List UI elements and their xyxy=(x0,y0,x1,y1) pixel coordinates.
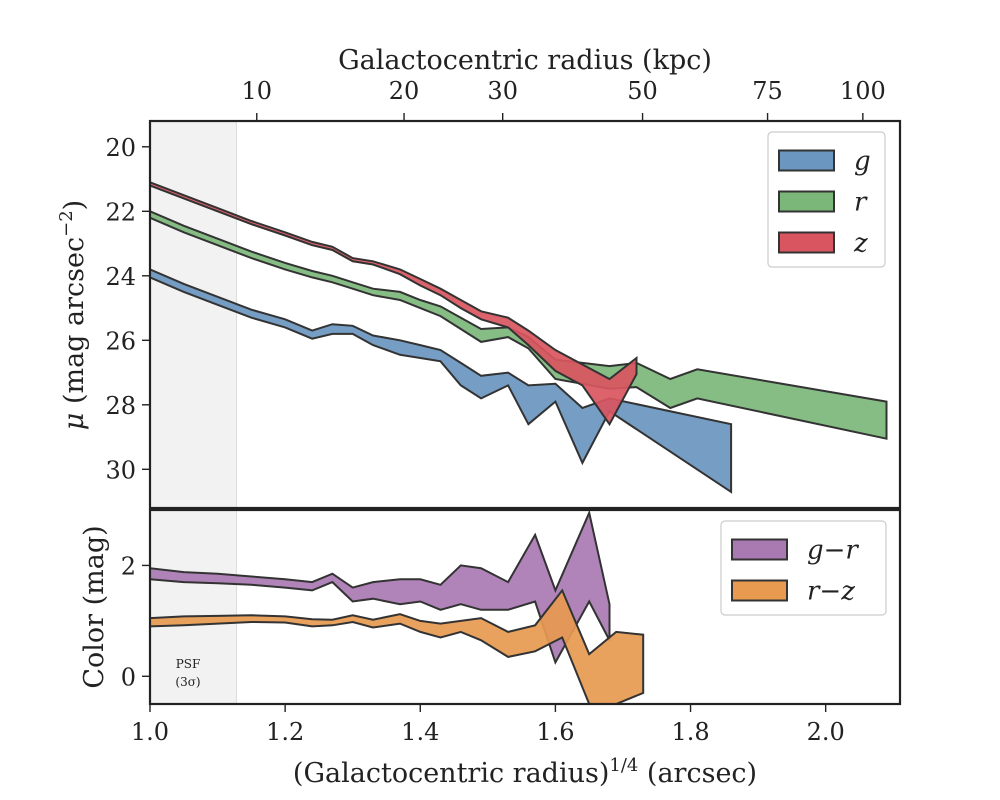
legend-swatch-g−r xyxy=(731,538,788,561)
legend-swatch-r xyxy=(778,190,835,213)
top-ytick-label: 28 xyxy=(105,392,136,420)
top-xtick-label: 50 xyxy=(627,77,658,105)
top-xtick-label: 30 xyxy=(487,77,518,105)
top-ytick-label: 30 xyxy=(105,456,136,484)
xtick-label: 1.8 xyxy=(671,718,709,746)
top-xtick-label: 75 xyxy=(752,77,783,105)
legend-swatch-g xyxy=(778,149,835,172)
top-axis-label: Galactocentric radius (kpc) xyxy=(338,45,712,76)
series-band-r xyxy=(150,210,888,440)
legend-label-r−z: r−z xyxy=(807,577,855,607)
top-ytick-label: 24 xyxy=(105,263,136,291)
bot-bands xyxy=(150,510,645,704)
bottom-axis-label: (Galactocentric radius)1/4 (arcsec) xyxy=(293,755,757,789)
series-band-z xyxy=(150,181,638,427)
color-axis-label: Color (mag) xyxy=(79,525,110,688)
legend-label-g: g xyxy=(854,147,871,177)
psf-label-line1: PSF xyxy=(176,657,201,671)
top-frame xyxy=(148,119,902,510)
xtick-label: 1.4 xyxy=(401,718,439,746)
mu-axis-label: μ (mag arcsec−2) xyxy=(56,200,90,430)
top-xtick-label: 20 xyxy=(389,77,420,105)
series-band-g xyxy=(150,268,733,494)
bot-ytick-label: 0 xyxy=(121,663,136,691)
legend-label-z: z xyxy=(853,229,868,259)
top-ytick-label: 22 xyxy=(105,198,136,226)
legend-swatch-z xyxy=(778,231,835,254)
psf-region xyxy=(150,510,237,704)
bot-ytick-label: 2 xyxy=(121,552,136,580)
psf-region xyxy=(150,121,237,508)
top-xtick-label: 100 xyxy=(840,77,886,105)
series-band-r−z xyxy=(150,588,645,704)
legend-label-g−r: g−r xyxy=(807,536,859,566)
top-ytick-label: 20 xyxy=(105,134,136,162)
legend-swatch-r−z xyxy=(731,579,788,602)
top-xtick-label: 10 xyxy=(241,77,272,105)
xtick-label: 1.2 xyxy=(266,718,304,746)
xtick-label: 1.0 xyxy=(131,718,169,746)
bot-frame xyxy=(148,508,902,706)
surface-brightness-panel: 20 22 24 26 28 30 10 20 30 50 75 100 grz xyxy=(105,77,902,510)
xtick-label: 1.6 xyxy=(536,718,574,746)
legend-label-r: r xyxy=(854,188,868,218)
xtick-label: 2.0 xyxy=(807,718,845,746)
top-bands xyxy=(150,181,888,494)
psf-label-line2: (3σ) xyxy=(175,675,200,689)
color-panel: 0 2 1.0 1.2 1.4 1.6 1.8 2.0 g−r r−z xyxy=(121,508,902,746)
top-ytick-label: 26 xyxy=(105,327,136,355)
